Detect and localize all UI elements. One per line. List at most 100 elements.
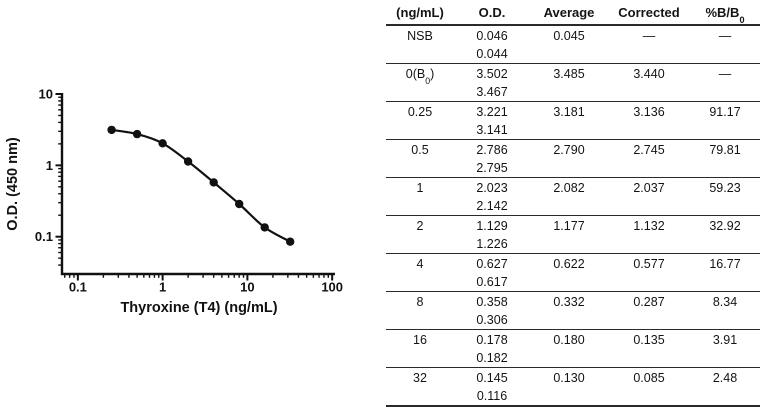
od-replicate-value: 0.617 <box>476 275 508 289</box>
average-cell: 0.622 <box>553 257 585 271</box>
table-row: 2 1.129 1.226 1.177 1.132 32.92 <box>386 216 760 254</box>
od-replicate-value: 2.142 <box>476 199 508 213</box>
od-cell: 3.221 3.141 <box>454 102 530 139</box>
data-point <box>209 178 218 187</box>
data-point <box>260 223 269 232</box>
y-axis-title: O.D. (450 nm) <box>5 137 21 231</box>
od-replicate-value: 0.627 <box>476 257 508 271</box>
pct-b-b0-cell: 59.23 <box>709 181 741 195</box>
x-tick-label: 100 <box>321 280 343 295</box>
table-row: 16 0.178 0.182 0.180 0.135 3.91 <box>386 330 760 368</box>
pct-b-b0-cell: 3.91 <box>712 333 738 347</box>
od-cell: 0.627 0.617 <box>454 254 530 291</box>
od-replicate-value: 3.221 <box>476 105 508 119</box>
od-cell: 0.358 0.306 <box>454 292 530 329</box>
chart-axes-and-series: 0.1 1 10 100 0.1 1 10 <box>35 87 343 295</box>
concentration-cell: NSB <box>407 29 433 43</box>
corrected-cell: 3.136 <box>633 105 665 119</box>
y-tick-label: 0.1 <box>35 229 53 244</box>
od-cell: 0.178 0.182 <box>454 330 530 367</box>
od-replicate-value: 0.046 <box>476 29 508 43</box>
table-row: 0.5 2.786 2.795 2.790 2.745 79.81 <box>386 140 760 178</box>
average-cell: 0.045 <box>553 29 585 43</box>
concentration-cell: 2 <box>416 219 424 233</box>
corrected-cell: 1.132 <box>633 219 665 233</box>
corrected-cell: 0.577 <box>633 257 665 271</box>
x-tick-label: 1 <box>159 280 166 295</box>
table-row: NSB 0.046 0.044 0.045 — — <box>386 26 760 64</box>
pct-b-b0-cell: — <box>718 29 732 43</box>
pct-b-b0-cell: 2.48 <box>712 371 738 385</box>
y-tick-label: 10 <box>39 87 53 102</box>
y-tick-label: 1 <box>46 158 53 173</box>
concentration-cell: 0(B0) <box>405 67 435 86</box>
corrected-cell: 0.135 <box>633 333 665 347</box>
average-cell: 2.790 <box>553 143 585 157</box>
data-point <box>158 139 167 148</box>
average-cell: 1.177 <box>553 219 585 233</box>
column-header: %B/B0 <box>705 5 745 25</box>
od-replicate-value: 2.023 <box>476 181 508 195</box>
od-replicate-value: 1.226 <box>476 237 508 251</box>
table-row: 32 0.145 0.116 0.130 0.085 2.48 <box>386 368 760 407</box>
od-replicate-value: 0.306 <box>476 313 508 327</box>
chart-panel: 0.1 1 10 100 0.1 1 10 Thyroxine (T4) (ng/mL) O… <box>5 87 343 317</box>
column-header: Average <box>543 5 595 20</box>
standards-table: (ng/mL) O.D. Average Corrected %B/B0 NSB 0.04… <box>386 0 760 407</box>
concentration-cell: 4 <box>416 257 424 271</box>
od-replicate-value: 3.141 <box>476 123 508 137</box>
corrected-cell: — <box>642 29 656 43</box>
table-row: 0(B0) 3.502 3.467 3.485 3.440 — <box>386 64 760 102</box>
corrected-cell: 3.440 <box>633 67 665 81</box>
table-row: 4 0.627 0.617 0.622 0.577 16.77 <box>386 254 760 292</box>
column-header: Corrected <box>618 5 680 20</box>
average-cell: 0.180 <box>553 333 585 347</box>
concentration-cell: 0.5 <box>411 143 429 157</box>
x-tick-label: 10 <box>240 280 254 295</box>
od-replicate-value: 3.502 <box>476 67 508 81</box>
corrected-cell: 0.287 <box>633 295 665 309</box>
average-cell: 2.082 <box>553 181 585 195</box>
od-cell: 1.129 1.226 <box>454 216 530 253</box>
data-point <box>286 237 295 246</box>
od-cell: 0.145 0.116 <box>454 368 530 405</box>
od-replicate-value: 0.182 <box>476 351 508 365</box>
pct-b-b0-cell: 79.81 <box>709 143 741 157</box>
od-cell: 2.786 2.795 <box>454 140 530 177</box>
data-point <box>132 129 142 139</box>
average-cell: 0.130 <box>553 371 585 385</box>
pct-b-b0-cell: — <box>718 67 732 81</box>
od-replicate-value: 0.116 <box>476 389 508 403</box>
pct-b-b0-cell: 16.77 <box>709 257 741 271</box>
data-point <box>235 199 244 209</box>
od-cell: 0.046 0.044 <box>454 26 530 63</box>
average-cell: 0.332 <box>553 295 585 309</box>
standard-curve-chart: 0.1 1 10 100 0.1 1 10 Thyroxine (T4) (ng/mL) O… <box>5 87 343 317</box>
corrected-cell: 2.745 <box>633 143 665 157</box>
od-cell: 2.023 2.142 <box>454 178 530 215</box>
table-row: 8 0.358 0.306 0.332 0.287 8.34 <box>386 292 760 330</box>
x-axis-title: Thyroxine (T4) (ng/mL) <box>120 300 277 316</box>
corrected-cell: 2.037 <box>633 181 665 195</box>
od-replicate-value: 3.467 <box>476 85 508 99</box>
average-cell: 3.485 <box>553 67 585 81</box>
data-point <box>183 157 193 166</box>
axis-spine <box>60 93 335 276</box>
table-header-row: (ng/mL) O.D. Average Corrected %B/B0 <box>386 0 760 26</box>
concentration-cell: 16 <box>413 333 427 347</box>
concentration-cell: 1 <box>416 181 424 195</box>
table-body: NSB 0.046 0.044 0.045 — — 0(B0) 3.502 3.467 3.485… <box>386 26 760 407</box>
data-point <box>107 125 116 135</box>
average-cell: 3.181 <box>553 105 585 119</box>
pct-b-b0-cell: 91.17 <box>709 105 741 119</box>
od-replicate-value: 0.358 <box>476 295 508 309</box>
od-replicate-value: 0.145 <box>476 371 508 385</box>
od-cell: 3.502 3.467 <box>454 64 530 101</box>
concentration-cell: 32 <box>413 371 427 385</box>
pct-b-b0-cell: 32.92 <box>709 219 741 233</box>
corrected-cell: 0.085 <box>633 371 665 385</box>
od-replicate-value: 2.786 <box>476 143 508 157</box>
od-replicate-value: 2.795 <box>476 161 508 175</box>
column-header: (ng/mL) <box>396 5 444 20</box>
